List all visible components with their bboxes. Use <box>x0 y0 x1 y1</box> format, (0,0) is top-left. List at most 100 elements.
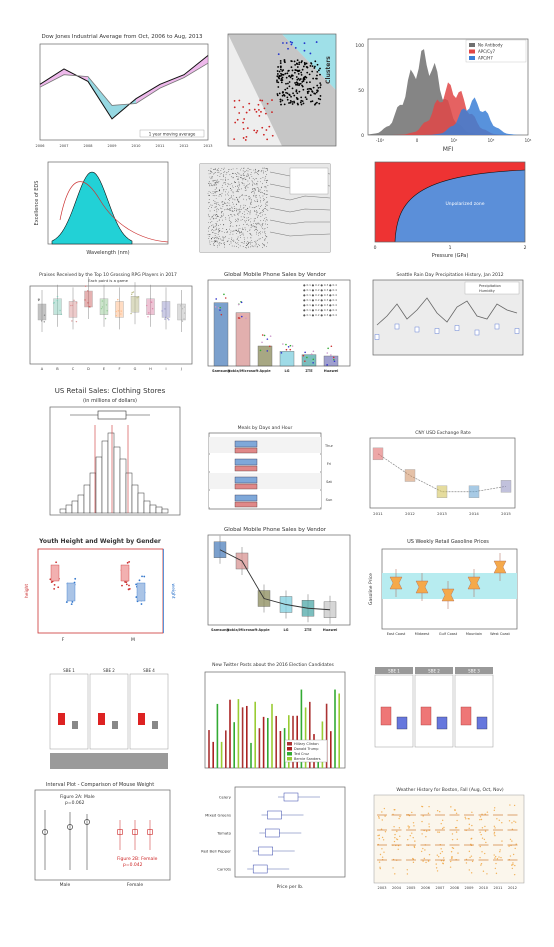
scatter-point <box>218 228 220 229</box>
scatter-point <box>216 225 217 227</box>
scatter-point <box>264 186 266 188</box>
bar <box>155 506 163 514</box>
scatter-point <box>287 82 289 85</box>
box <box>234 494 258 502</box>
scatter-point <box>511 822 513 824</box>
scatter-point <box>221 187 223 189</box>
scatter-point <box>235 241 236 243</box>
x-tick-label: F <box>118 367 120 371</box>
scatter-point <box>256 233 257 235</box>
scatter-point <box>231 207 233 209</box>
scatter-point <box>208 191 210 192</box>
scatter-point <box>231 196 232 198</box>
scatter-point <box>266 205 268 206</box>
scatter-point <box>481 827 484 829</box>
scatter-point <box>235 173 236 174</box>
panel-p1: Dow Jones Industrial Average from Oct, 2… <box>36 34 213 148</box>
scatter-point <box>105 304 108 306</box>
scatter-point <box>393 826 395 828</box>
scatter-point <box>260 181 261 183</box>
scatter-point <box>287 47 289 50</box>
scatter-point <box>399 835 401 838</box>
scatter-point <box>298 79 301 81</box>
scatter-point <box>219 242 221 244</box>
scatter-point <box>266 138 269 141</box>
scatter-point <box>233 214 235 215</box>
scatter-point <box>40 320 43 322</box>
scatter-point <box>249 212 251 214</box>
scatter-point <box>241 194 243 195</box>
scatter-point <box>210 172 212 174</box>
scatter-point <box>224 182 226 184</box>
scatter-point <box>293 60 296 63</box>
scatter-point <box>262 227 263 229</box>
scatter-point <box>378 861 381 863</box>
secondary-curve <box>59 181 169 243</box>
scatter-point <box>468 827 470 830</box>
plot-frame <box>374 161 526 243</box>
scatter-point <box>249 210 251 212</box>
scatter-point <box>213 199 215 201</box>
scatter-point <box>215 183 217 185</box>
box <box>420 706 432 726</box>
scatter-point <box>406 873 409 875</box>
scatter-point <box>210 167 212 169</box>
scatter-point <box>225 208 227 210</box>
scatter-point <box>243 184 245 186</box>
scatter-point <box>421 833 423 835</box>
scatter-point <box>208 227 210 229</box>
scatter-point <box>229 234 231 235</box>
scatter-point <box>257 180 259 182</box>
scatter-point <box>480 833 482 836</box>
scatter-point <box>254 210 255 212</box>
scatter-point <box>286 98 289 101</box>
scatter-point <box>237 172 239 174</box>
scatter-point <box>266 168 268 170</box>
scatter-point <box>470 837 473 840</box>
scatter-point <box>265 202 267 203</box>
scatter-point <box>115 310 117 313</box>
bar <box>95 456 103 514</box>
box <box>460 706 472 726</box>
scatter-point <box>428 823 430 825</box>
scatter-point <box>254 241 255 242</box>
scatter-point <box>300 99 303 102</box>
scatter-point <box>221 216 223 218</box>
scatter-point <box>252 223 254 225</box>
scatter-point <box>250 201 252 203</box>
scatter-point <box>214 240 215 242</box>
scatter-point <box>289 99 292 102</box>
scatter-point <box>37 298 40 300</box>
band-line <box>269 207 331 213</box>
scatter-point <box>236 168 238 170</box>
scatter-point <box>43 314 46 316</box>
band-area-down <box>88 76 136 119</box>
scatter-point <box>257 201 258 203</box>
scatter-point <box>209 210 211 212</box>
legend-entry: Precipitation <box>479 284 501 288</box>
scatter-point <box>218 243 220 245</box>
scatter-point <box>143 575 146 578</box>
scatter-point <box>262 225 263 227</box>
scatter-point <box>264 179 265 181</box>
scatter-point <box>227 205 228 207</box>
scatter-point <box>210 170 211 172</box>
scatter-point <box>480 862 483 865</box>
scatter-point <box>216 241 218 243</box>
scatter-point <box>246 169 248 171</box>
box <box>372 447 384 461</box>
legend-entry: ● 0.1 ● 0.2 ● 0.3 ● 0.4 <box>303 288 337 292</box>
scatter-point <box>255 189 256 191</box>
scatter-point <box>137 296 140 298</box>
scatter-point <box>253 220 255 222</box>
bar <box>323 355 339 367</box>
scatter-point <box>225 177 226 179</box>
scatter-point <box>289 76 292 79</box>
scatter-point <box>480 864 482 866</box>
scatter-point <box>468 850 471 853</box>
scatter-point <box>267 190 269 192</box>
scatter-point <box>287 345 290 348</box>
scatter-point <box>234 207 235 209</box>
